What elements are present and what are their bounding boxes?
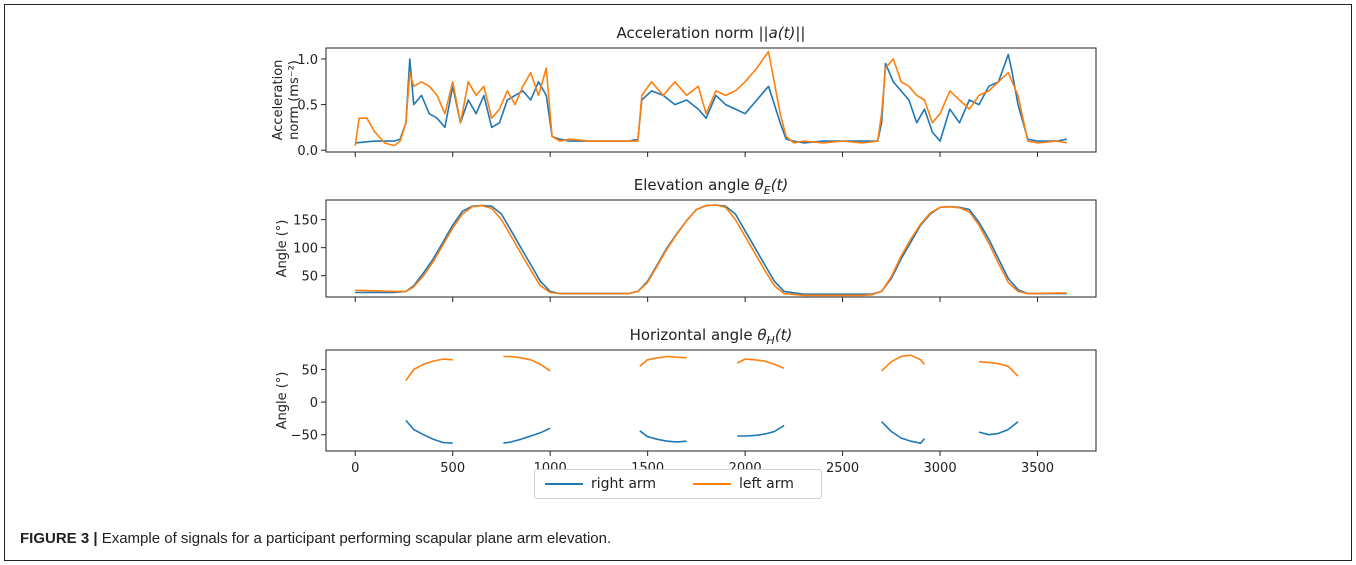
axes-frame-2 (325, 199, 1097, 298)
x-tick-label-1: 500 (440, 461, 465, 476)
axes-frame-1 (325, 47, 1097, 153)
x-tick-label-6: 3000 (924, 461, 957, 476)
series-line-right-arm-panel3-seg5 (978, 421, 1019, 436)
legend-swatch-right-arm (545, 483, 583, 485)
series-line-right-arm-panel3-seg1 (503, 427, 551, 444)
legend-item-left-arm: left arm (693, 474, 794, 494)
panel-title-3: Horizontal angle θH(t) (630, 326, 793, 347)
caption-text: Example of signals for a participant per… (97, 530, 612, 547)
series-line-right-arm-panel2 (355, 204, 1067, 296)
series-line-right-arm-panel3-seg2 (639, 430, 687, 443)
caption-label: FIGURE 3 | (20, 530, 98, 547)
legend-item-right-arm: right arm (545, 474, 656, 494)
legend-label-right-arm: right arm (591, 476, 657, 492)
y-tick-label-2-0: 50 (301, 270, 318, 285)
series-line-right-arm-panel1 (355, 53, 1067, 144)
x-tick-label-7: 3500 (1021, 461, 1054, 476)
series-line-left-arm-panel3-seg3 (736, 358, 785, 369)
legend-swatch-left-arm (693, 483, 731, 485)
y-axis-label-1-line2: norm (ms⁻²) (287, 60, 302, 140)
legend: right arm left arm (534, 469, 822, 499)
panel-title-1: Acceleration norm ||a(t)|| (617, 24, 806, 42)
series-line-right-arm-panel3-seg3 (737, 424, 785, 437)
y-tick-label-1-0: 0.0 (297, 144, 318, 159)
y-tick-label-3-1: 0 (310, 396, 318, 411)
y-axis-label-3: Angle (°) (275, 372, 290, 430)
y-tick-label-1-1: 0.5 (297, 99, 318, 114)
x-tick-label-5: 2500 (826, 461, 859, 476)
y-axis-label-2: Angle (°) (275, 220, 290, 278)
y-axis-label-1-line1: Acceleration (271, 60, 286, 141)
series-line-left-arm-panel3-seg1 (503, 355, 551, 372)
series-line-left-arm-panel3-seg0 (405, 358, 453, 382)
y-tick-label-2-1: 100 (293, 242, 318, 257)
legend-label-left-arm: left arm (739, 476, 794, 492)
series-line-left-arm-panel1 (354, 50, 1067, 147)
figure-caption: FIGURE 3 | Example of signals for a part… (20, 530, 611, 547)
y-tick-label-3-2: 50 (301, 364, 318, 379)
series-line-left-arm-panel3-seg4 (881, 354, 926, 372)
y-tick-label-3-0: −50 (291, 429, 318, 444)
series-line-left-arm-panel2 (355, 204, 1067, 297)
figure-frame (4, 4, 1352, 561)
series-line-right-arm-panel3-seg0 (405, 419, 453, 444)
axes-frame-3 (325, 349, 1097, 452)
series-line-left-arm-panel3-seg2 (639, 355, 687, 367)
series-line-left-arm-panel3-seg5 (978, 360, 1019, 377)
series-line-right-arm-panel3-seg4 (881, 421, 926, 445)
panel-title-2: Elevation angle θE(t) (634, 176, 789, 197)
x-tick-label-0: 0 (351, 461, 359, 476)
y-tick-label-1-2: 1.0 (297, 53, 318, 68)
y-tick-label-2-2: 150 (293, 214, 318, 229)
